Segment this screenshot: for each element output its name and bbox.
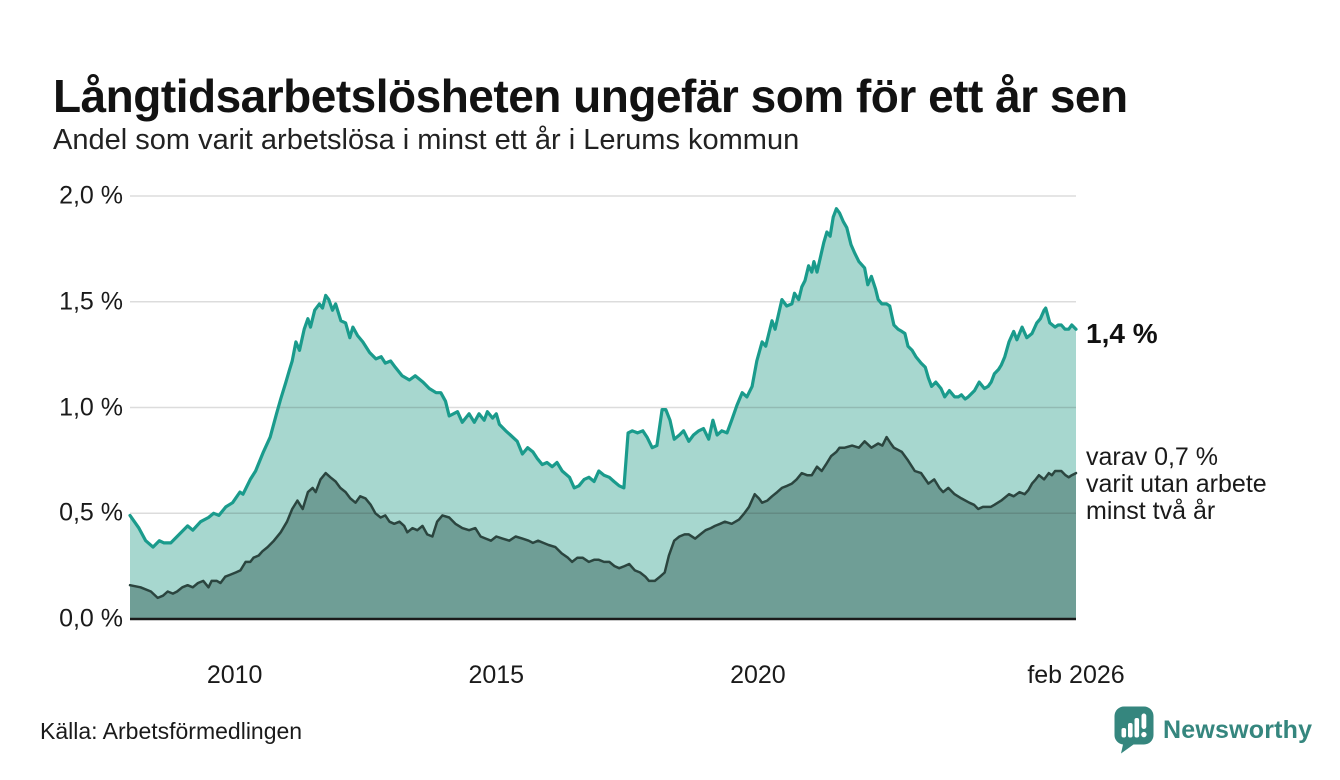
y-axis-tick-label: 0,5 %	[59, 498, 123, 527]
y-axis-tick-label: 1,5 %	[59, 287, 123, 316]
series-two-year-end-label: varav 0,7 % varit utan arbete minst två …	[1086, 444, 1267, 525]
exclamation-dot	[1141, 731, 1147, 738]
end-label-line: minst två år	[1086, 497, 1216, 525]
end-label-line: varit utan arbete	[1086, 470, 1267, 498]
bar-medium	[1128, 723, 1133, 738]
series-one-year-end-label: 1,4 %	[1086, 318, 1158, 350]
series-two-year-line	[128, 435, 1078, 600]
page-title: Långtidsarbetslösheten ungefär som för e…	[53, 69, 1128, 122]
x-axis-tick-label: 2020	[730, 661, 786, 689]
gridlines	[130, 195, 1076, 514]
y-axis-tick-label: 0,0 %	[59, 604, 123, 633]
newsworthy-logo: Newsworthy	[1114, 706, 1312, 754]
newsworthy-speech-bubble-chart-icon	[1114, 706, 1154, 754]
y-axis-tick-label: 1,0 %	[59, 393, 123, 421]
y-axis-tick-label: 2,0 %	[59, 181, 123, 210]
series-one-year-line	[128, 207, 1078, 549]
exclamation-stem	[1141, 713, 1147, 729]
x-axis-tick-label: 2010	[206, 661, 263, 689]
bar-small	[1121, 728, 1127, 738]
x-axis-tick-label: 2015	[468, 661, 525, 689]
x-axis-tick-label: feb 2026	[1027, 661, 1125, 689]
end-label-line: varav 0,7 %	[1086, 443, 1219, 471]
page-subtitle: Andel som varit arbetslösa i minst ett å…	[53, 124, 800, 156]
source-note: Källa: Arbetsförmedlingen	[40, 718, 303, 744]
series-two-year-area	[130, 437, 1076, 619]
bar-large	[1134, 718, 1140, 738]
newsworthy-wordmark: Newsworthy	[1163, 715, 1313, 744]
